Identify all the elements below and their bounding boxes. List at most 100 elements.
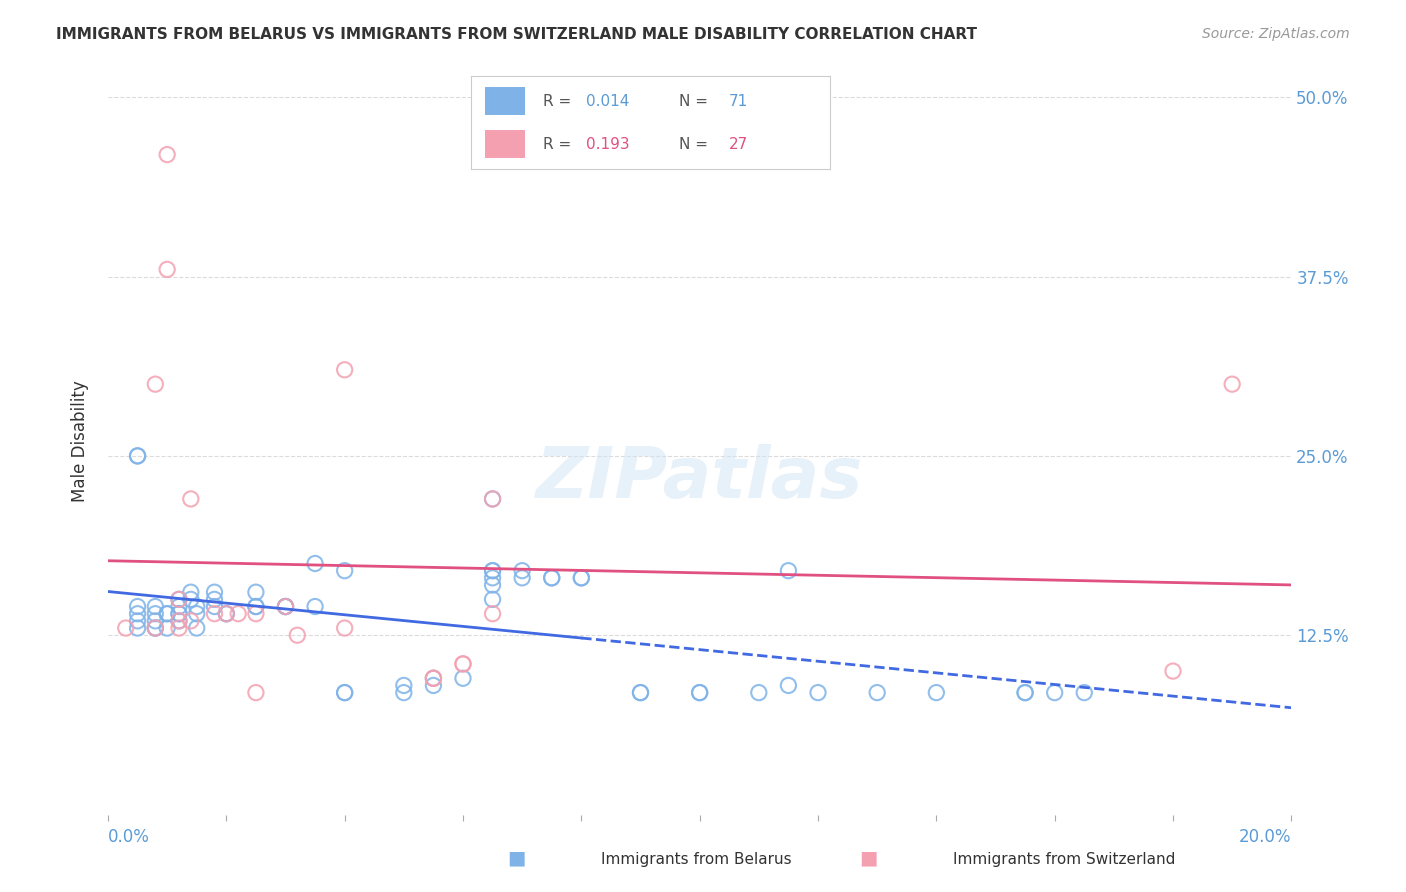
Point [204, 585, 226, 599]
Point [143, 621, 166, 635]
Text: ZIPatlas: ZIPatlas [536, 444, 863, 513]
Point [204, 607, 226, 621]
Point [143, 607, 166, 621]
Point [274, 599, 297, 614]
Point [215, 607, 238, 621]
Point [204, 599, 226, 614]
Point [481, 564, 503, 578]
Point [569, 571, 592, 585]
Point [1161, 664, 1184, 678]
Point [245, 599, 267, 614]
Point [143, 599, 166, 614]
Point [156, 607, 179, 621]
Point [180, 585, 202, 599]
Point [422, 678, 444, 692]
Point [127, 607, 149, 621]
Text: ■: ■ [859, 848, 877, 867]
Point [778, 678, 800, 692]
Point [127, 621, 149, 635]
Point [451, 657, 474, 671]
Point [114, 621, 136, 635]
Point [156, 607, 179, 621]
Point [304, 599, 326, 614]
Point [274, 599, 297, 614]
Point [1014, 685, 1036, 699]
Point [1220, 377, 1243, 392]
Point [333, 621, 356, 635]
Point [186, 607, 208, 621]
Point [143, 377, 166, 392]
Point [689, 685, 711, 699]
Text: 20.0%: 20.0% [1239, 828, 1291, 846]
Point [143, 621, 166, 635]
Point [689, 685, 711, 699]
Point [925, 685, 948, 699]
Point [245, 585, 267, 599]
Text: 0.014: 0.014 [586, 94, 628, 109]
Point [807, 685, 830, 699]
Point [167, 592, 190, 607]
Point [510, 571, 533, 585]
Point [180, 592, 202, 607]
Point [481, 564, 503, 578]
FancyBboxPatch shape [485, 87, 524, 115]
Point [481, 491, 503, 506]
Point [245, 599, 267, 614]
Point [245, 685, 267, 699]
Point [143, 621, 166, 635]
Point [392, 685, 415, 699]
Point [167, 599, 190, 614]
Point [156, 262, 179, 277]
Point [127, 599, 149, 614]
Point [167, 607, 190, 621]
Point [630, 685, 652, 699]
Point [127, 614, 149, 628]
Text: R =: R = [543, 94, 576, 109]
Point [1073, 685, 1095, 699]
Point [180, 491, 202, 506]
Point [481, 571, 503, 585]
Point [215, 607, 238, 621]
Point [127, 449, 149, 463]
Point [451, 657, 474, 671]
Point [167, 614, 190, 628]
Point [285, 628, 308, 642]
Text: 71: 71 [730, 94, 748, 109]
Text: Immigrants from Switzerland: Immigrants from Switzerland [953, 852, 1175, 867]
Point [274, 599, 297, 614]
Text: IMMIGRANTS FROM BELARUS VS IMMIGRANTS FROM SWITZERLAND MALE DISABILITY CORRELATI: IMMIGRANTS FROM BELARUS VS IMMIGRANTS FR… [56, 27, 977, 42]
Point [510, 564, 533, 578]
Point [1014, 685, 1036, 699]
Point [481, 578, 503, 592]
Point [630, 685, 652, 699]
Point [167, 592, 190, 607]
Point [333, 685, 356, 699]
FancyBboxPatch shape [485, 130, 524, 158]
Point [186, 599, 208, 614]
Text: N =: N = [679, 94, 713, 109]
Text: 0.193: 0.193 [586, 136, 630, 152]
Point [304, 557, 326, 571]
Text: Source: ZipAtlas.com: Source: ZipAtlas.com [1202, 27, 1350, 41]
Point [204, 592, 226, 607]
Point [481, 607, 503, 621]
Point [245, 607, 267, 621]
Point [569, 571, 592, 585]
Text: R =: R = [543, 136, 576, 152]
Point [226, 607, 249, 621]
Text: N =: N = [679, 136, 713, 152]
Point [274, 599, 297, 614]
Point [215, 607, 238, 621]
Text: 27: 27 [730, 136, 748, 152]
Text: ■: ■ [508, 848, 526, 867]
Point [481, 592, 503, 607]
Point [748, 685, 770, 699]
Point [156, 621, 179, 635]
Point [180, 614, 202, 628]
Text: 0.0%: 0.0% [108, 828, 150, 846]
Point [127, 449, 149, 463]
Point [451, 671, 474, 685]
Point [333, 564, 356, 578]
Point [540, 571, 562, 585]
Point [167, 614, 190, 628]
